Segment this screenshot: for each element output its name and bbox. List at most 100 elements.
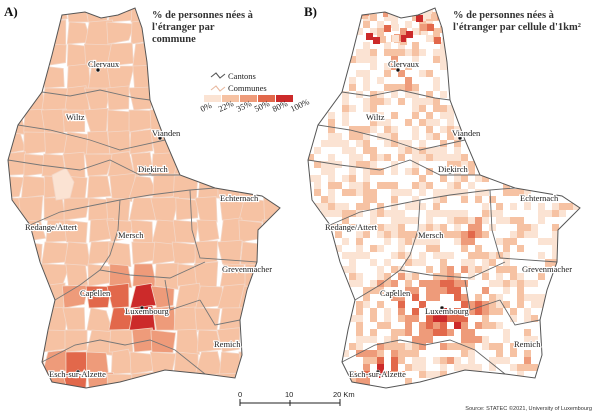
- grid-cell: [356, 343, 363, 350]
- commune-area: [8, 241, 27, 265]
- grid-cell: [447, 210, 454, 217]
- town-dot: [395, 67, 401, 73]
- town-label: Remich: [514, 339, 541, 349]
- grid-cell: [335, 203, 342, 210]
- grid-cell: [503, 245, 510, 252]
- grid-cell: [440, 189, 447, 196]
- grid-cell: [384, 308, 391, 315]
- grid-cell: [433, 56, 440, 63]
- commune-area: [171, 241, 199, 265]
- grid-cell: [412, 161, 419, 168]
- grid-cell: [426, 133, 433, 140]
- town-dot: [527, 194, 533, 200]
- grid-cell: [475, 308, 482, 315]
- commune-area: [17, 370, 47, 388]
- grid-cell: [503, 259, 510, 266]
- grid-cell: [308, 154, 314, 161]
- panel-a-title: % de personnes nées à l'étranger par com…: [152, 10, 253, 45]
- commune-area: [151, 395, 178, 416]
- grid-cell: [496, 322, 503, 329]
- grid-cell: [503, 266, 510, 273]
- grid-cell: [433, 28, 440, 35]
- grid-cell: [461, 245, 468, 252]
- grid-cell: [349, 224, 356, 231]
- town-dot: [95, 67, 101, 73]
- grid-cell: [496, 238, 503, 245]
- commune-area: [41, 8, 68, 23]
- grid-cell: [475, 322, 482, 329]
- grid-cell: [377, 154, 384, 161]
- commune-area: [18, 350, 45, 377]
- commune-area: [193, 20, 223, 47]
- grid-cell: [468, 336, 475, 343]
- canton-boundary: [164, 279, 201, 311]
- grid-cell: [356, 126, 363, 133]
- grid-cell: [398, 252, 405, 259]
- grid-cell: [363, 175, 370, 182]
- commune-area: [238, 109, 267, 133]
- town-dot: [439, 232, 445, 238]
- grid-cell: [432, 12, 439, 19]
- canton-boundary: [199, 299, 241, 326]
- grid-cell: [406, 31, 413, 38]
- commune-area: [216, 327, 241, 353]
- canton-boundary: [41, 339, 206, 375]
- grid-cell: [384, 70, 391, 77]
- commune-area: [8, 371, 24, 388]
- town-label: Wiltz: [66, 112, 85, 122]
- grid-cell: [468, 301, 475, 308]
- grid-cell: [482, 308, 489, 315]
- grid-cell: [377, 112, 384, 119]
- commune-area: [19, 283, 48, 310]
- commune-area: [18, 65, 47, 89]
- grid-cell: [524, 189, 531, 196]
- town-label: Clervaux: [388, 59, 420, 69]
- grid-cell: [440, 364, 447, 371]
- grid-cell: [363, 161, 370, 168]
- grid-cell: [419, 329, 426, 336]
- grid-cell: [419, 105, 426, 112]
- grid-cell: [342, 112, 349, 119]
- grid-cell: [377, 98, 384, 105]
- grid-cell: [342, 140, 349, 147]
- grid-cell: [401, 8, 408, 12]
- commune-area: [150, 19, 175, 45]
- grid-cell: [440, 266, 447, 273]
- grid-cell: [412, 112, 419, 119]
- grid-cell: [440, 63, 447, 70]
- grid-cell: [335, 140, 342, 147]
- commune-area: [87, 263, 113, 287]
- town-dot: [372, 115, 378, 121]
- grid-cell: [559, 210, 566, 217]
- commune-area: [8, 263, 20, 287]
- grid-cell: [370, 336, 377, 343]
- town-label: Wiltz: [366, 112, 385, 122]
- grid-cell: [405, 119, 412, 126]
- grid-cell: [433, 77, 440, 84]
- grid-cell: [503, 357, 510, 364]
- commune-area: [106, 21, 136, 45]
- commune-area: [130, 8, 157, 23]
- grid-cell: [405, 238, 412, 245]
- grid-cell: [363, 84, 370, 91]
- commune-area: [106, 282, 130, 309]
- grid-cell: [438, 9, 445, 16]
- grid-cell: [427, 24, 434, 31]
- grid-cell: [356, 252, 363, 259]
- grid-cell: [419, 140, 426, 147]
- commune-area: [262, 305, 280, 331]
- commune-area: [260, 43, 280, 69]
- grid-cell: [426, 336, 433, 343]
- grid-cell: [370, 287, 377, 294]
- grid-cell: [349, 105, 356, 112]
- grid-cell: [489, 308, 496, 315]
- grid-cell: [349, 182, 356, 189]
- grid-cell: [440, 308, 447, 315]
- grid-cell: [335, 182, 342, 189]
- canton-boundary: [317, 124, 466, 151]
- grid-cell: [496, 357, 503, 364]
- grid-cell: [342, 175, 349, 182]
- grid-cell: [552, 245, 559, 252]
- grid-cell: [503, 238, 510, 245]
